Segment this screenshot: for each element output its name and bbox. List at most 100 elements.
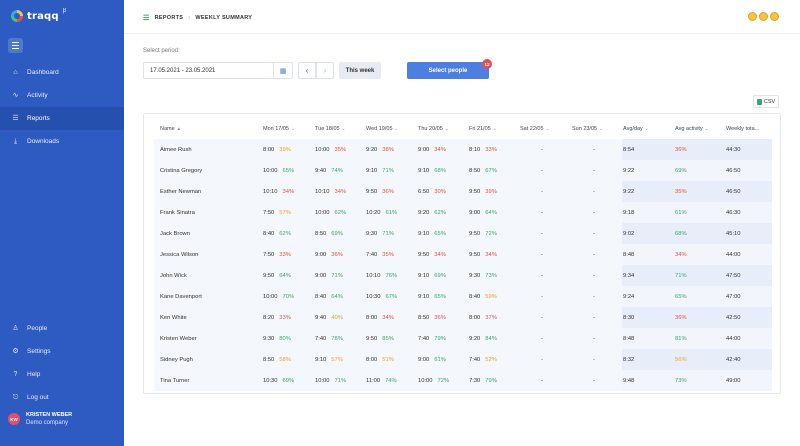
column-header[interactable]: Weekly tota... (726, 118, 761, 139)
summary-columns-highlight (622, 349, 772, 370)
sidebar-item-people[interactable]: ♙ People (0, 317, 124, 340)
person-name[interactable]: Aimee Rush (160, 146, 192, 153)
table-row[interactable]: Tina Turner 10:30 69% 10:00 71% 11:00 74% 10:00… (154, 370, 772, 391)
sidebar-item-activity[interactable]: ∿ Activity (0, 84, 124, 107)
day-time: 9:00 (315, 272, 327, 279)
column-header[interactable]: Sun 23/05 ⌄ (572, 118, 603, 139)
day-cell: 9:10 69% (418, 265, 446, 286)
breadcrumb-root[interactable]: REPORTS (154, 15, 184, 21)
column-header[interactable]: Tue 18/05 ⌄ (315, 118, 345, 139)
table-row[interactable]: John Wick 9:50 64% 9:00 71% 10:10 76% 9:10 69% 9:… (154, 265, 772, 286)
day-time: 9:20 (418, 209, 430, 216)
column-header[interactable]: Sat 22/05 ⌄ (520, 118, 549, 139)
day-time: 7:40 (366, 251, 378, 258)
this-week-button[interactable]: This week (339, 62, 381, 79)
menu-toggle-button[interactable] (8, 38, 23, 53)
summary-columns-highlight (622, 328, 772, 349)
calendar-icon[interactable]: ▦ (273, 63, 292, 78)
table-row[interactable]: Ken White 8:20 33% 9:40 40% 8:00 34% 8:50 36% 8:0… (154, 307, 772, 328)
sidebar-item-downloads[interactable]: ⤓ Downloads (0, 130, 124, 153)
person-name[interactable]: Jessica Wilson (160, 251, 199, 258)
sidebar-item-help[interactable]: ? Help (0, 363, 124, 386)
day-activity-percent: 70% (282, 293, 295, 300)
day-cell: 9:50 85% (366, 328, 394, 349)
day-time: 9:00 (469, 209, 481, 216)
column-header[interactable]: Name ▲ (160, 118, 181, 139)
person-name[interactable]: Frank Sinatra (160, 209, 195, 216)
previous-week-button[interactable]: ‹ (298, 62, 316, 79)
day-activity-percent: 65% (282, 167, 295, 174)
column-header[interactable]: Mon 17/05 ⌄ (263, 118, 295, 139)
day-cell: 11:00 74% (366, 370, 397, 391)
day-time: 9:00 (315, 251, 327, 258)
day-time: - (541, 335, 543, 342)
happy-face-icon[interactable] (748, 12, 757, 21)
table-row[interactable]: Frank Sinatra 7:50 57% 10:00 62% 10:20 61% 9:20… (154, 202, 772, 223)
weekly-total: 44:30 (726, 146, 741, 153)
person-name[interactable]: Esther Newman (160, 188, 202, 195)
day-time: - (541, 272, 543, 279)
table-row[interactable]: Cristina Gregory 10:00 65% 9:40 74% 9:10 71% 9:… (154, 160, 772, 181)
export-csv-button[interactable]: CSV (753, 95, 779, 108)
avg-activity: 36% (675, 314, 687, 321)
sidebar-item-dashboard[interactable]: ⌂ Dashboard (0, 61, 124, 84)
csv-label: CSV (763, 98, 776, 105)
user-profile[interactable]: KW KRISTEN WEBER Demo company (8, 412, 72, 426)
sidebar-item-log-out[interactable]: ⎋ Log out (0, 386, 124, 409)
avg-activity: 35% (675, 188, 687, 195)
date-range-input[interactable]: 17.05.2021 - 23.05.2021 ▦ (143, 62, 293, 79)
column-header[interactable]: Thu 20/05 ⌄ (418, 118, 449, 139)
day-time: 8:00 (366, 356, 378, 363)
day-time: 9:50 (469, 188, 481, 195)
person-name[interactable]: John Wick (160, 272, 187, 279)
avg-per-day: 9:34 (623, 272, 635, 279)
reports-icon: ☰ (143, 15, 150, 22)
neutral-face-icon[interactable] (759, 12, 768, 21)
day-cell: 10:30 69% (263, 370, 294, 391)
sidebar-item-reports[interactable]: ☰ Reports (0, 107, 124, 130)
avg-activity: 81% (675, 335, 687, 342)
day-time: 8:00 (366, 314, 378, 321)
breadcrumb-current: WEEKLY SUMMARY (195, 15, 253, 21)
table-row[interactable]: Aimee Rush 8:00 39% 10:00 35% 9:20 38% 9:00 34% 8… (154, 139, 772, 160)
person-name[interactable]: Cristina Gregory (160, 167, 203, 174)
select-people-button[interactable]: Select people (407, 62, 489, 79)
day-cell: - (541, 160, 543, 181)
person-name[interactable]: Sidney Pugh (160, 356, 193, 363)
weekly-total: 45:10 (726, 230, 741, 237)
column-header[interactable]: Fri 21/05 ⌄ (469, 118, 497, 139)
person-name[interactable]: Kane Davenport (160, 293, 202, 300)
column-header[interactable]: Wed 19/05 ⌄ (366, 118, 398, 139)
day-activity-percent: 30% (434, 188, 446, 195)
person-name[interactable]: Jack Brown (160, 230, 190, 237)
day-cell: 9:10 65% (418, 223, 446, 244)
next-week-button[interactable]: › (316, 62, 334, 79)
logo-text: traqq (27, 10, 59, 22)
person-name[interactable]: Ken White (160, 314, 187, 321)
day-activity-percent: 72% (437, 377, 450, 384)
day-activity-percent: 64% (331, 293, 343, 300)
table-row[interactable]: Esther Newman 10:10 34% 10:10 34% 9:50 36% 6:50… (154, 181, 772, 202)
table-row[interactable]: Kane Davenport 10:00 70% 8:40 64% 10:30 67% 9:1… (154, 286, 772, 307)
day-time: 10:30 (263, 377, 278, 384)
sort-icon: ⌄ (394, 125, 399, 131)
person-name[interactable]: Tina Turner (160, 377, 190, 384)
sad-face-icon[interactable] (770, 12, 779, 21)
table-row[interactable]: Jack Brown 8:40 62% 8:50 69% 9:30 71% 9:10 65% 9:… (154, 223, 772, 244)
app-logo[interactable]: traqq β (11, 8, 66, 22)
table-row[interactable]: Sidney Pugh 8:50 58% 9:10 57% 8:00 51% 9:00 61% 7… (154, 349, 772, 370)
day-activity-percent: 62% (279, 230, 291, 237)
avg-activity-cell: 56% (675, 349, 687, 370)
person-name[interactable]: Kristen Weber (160, 335, 197, 342)
day-activity-percent: 59% (485, 293, 497, 300)
column-header[interactable]: Avg/day ⌄ (623, 118, 649, 139)
day-time: - (541, 356, 543, 363)
sidebar-item-settings[interactable]: ⚙ Settings (0, 340, 124, 363)
day-time: 9:50 (263, 272, 275, 279)
column-header[interactable]: Avg activity ⌄ (675, 118, 709, 139)
table-row[interactable]: Jessica Wilson 7:50 33% 9:00 36% 7:40 35% 9:50 3… (154, 244, 772, 265)
feedback-emojis (748, 12, 779, 21)
day-time: - (541, 146, 543, 153)
table-row[interactable]: Kristen Weber 9:30 80% 7:40 78% 9:50 85% 7:40 79… (154, 328, 772, 349)
day-cell: 10:00 35% (315, 139, 346, 160)
